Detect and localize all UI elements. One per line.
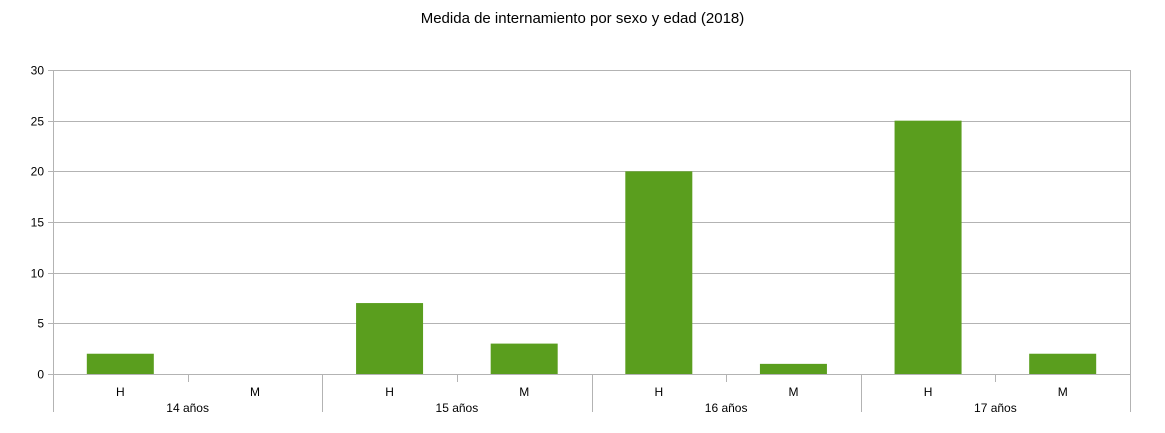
x-tick-label: M — [250, 385, 260, 399]
x-tick-label: M — [1058, 385, 1068, 399]
chart-title: Medida de internamiento por sexo y edad … — [420, 10, 745, 27]
y-tick-label: 30 — [31, 64, 45, 78]
x-tick-label: H — [116, 385, 125, 399]
bar-16-años-M — [759, 363, 827, 374]
bar-17-años-M — [1029, 353, 1097, 374]
bar-17-años-H — [894, 120, 962, 375]
bar-15-años-H — [356, 303, 424, 374]
bar-16-años-H — [625, 171, 693, 374]
y-tick-label: 5 — [37, 317, 44, 331]
group-label: 14 años — [166, 401, 209, 415]
y-tick-label: 25 — [31, 115, 45, 129]
grid-lines — [48, 70, 1130, 375]
bar-15-años-M — [490, 343, 558, 374]
y-tick-label: 0 — [37, 368, 44, 382]
group-label: 16 años — [705, 401, 748, 415]
x-tick-label: M — [519, 385, 529, 399]
group-label: 17 años — [974, 401, 1017, 415]
y-tick-label: 15 — [31, 216, 45, 230]
tick-labels: 0 5 10 15 20 25 30 H M H M H M H M 14 años 15 años 16 año… — [31, 64, 1068, 416]
y-tick-label: 20 — [31, 165, 45, 179]
group-label: 15 años — [436, 401, 479, 415]
x-tick-label: H — [385, 385, 394, 399]
bar-14-años-H — [86, 353, 154, 374]
bars — [86, 120, 1097, 375]
x-tick-label: H — [924, 385, 933, 399]
axes — [53, 70, 1131, 412]
x-tick-label: H — [654, 385, 663, 399]
x-tick-label: M — [788, 385, 798, 399]
y-tick-label: 10 — [31, 267, 45, 281]
